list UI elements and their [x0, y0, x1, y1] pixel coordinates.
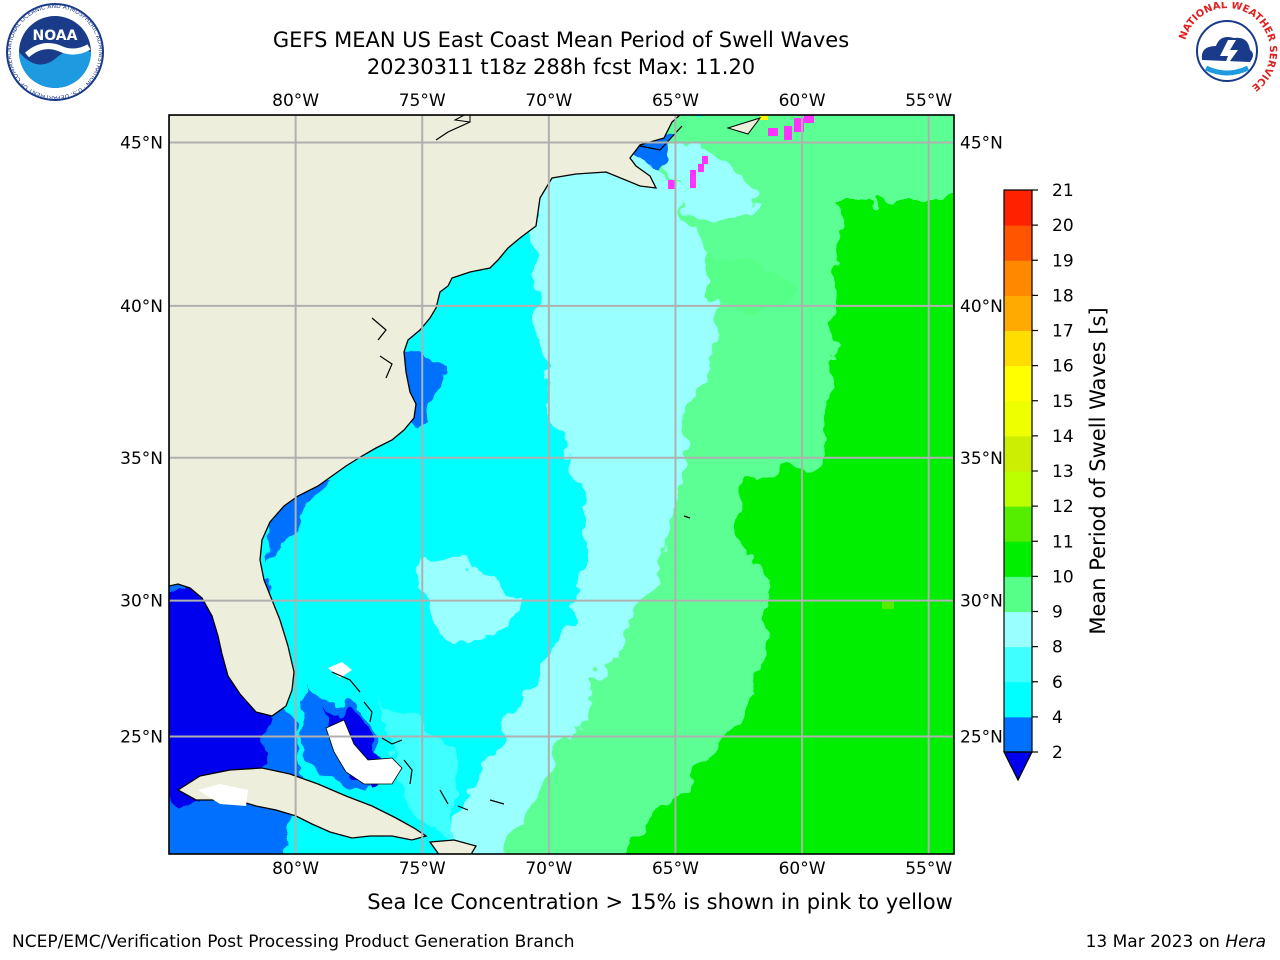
lat-tick-label-left: 25°N	[120, 727, 163, 747]
credit-branch: NCEP/EMC/Verification Post Processing Pr…	[12, 932, 575, 952]
colorbar-segment	[1004, 576, 1032, 612]
land-masses	[169, 115, 762, 854]
colorbar-tick-label: 19	[1052, 251, 1074, 271]
lat-tick-label-right: 45°N	[960, 133, 1003, 153]
lat-tick-label-left: 40°N	[120, 297, 163, 317]
lat-tick-label-right: 25°N	[960, 727, 1003, 747]
sea-ice-note: Sea Ice Concentration > 15% is shown in …	[367, 890, 953, 914]
credit-date: 13 Mar 2023 on Hera	[1086, 932, 1266, 952]
colorbar-tick-label: 10	[1052, 567, 1074, 587]
lon-tick-label-bottom: 70°W	[525, 859, 572, 879]
colorbar-segment	[1004, 190, 1032, 226]
colorbar-label: Mean Period of Swell Waves [s]	[1086, 307, 1110, 634]
colorbar-tick-label: 13	[1052, 462, 1074, 482]
colorbar-tick-label: 15	[1052, 392, 1074, 412]
noaa-logo: NATIONAL OCEANIC AND ATMOSPHERIC ADMINIS…	[3, 3, 104, 101]
lon-tick-label-bottom: 60°W	[779, 859, 826, 879]
colorbar-under-arrow	[1003, 751, 1033, 782]
colorbar-segment	[1004, 435, 1032, 472]
grid-lines	[169, 115, 954, 854]
colorbar-segment	[1004, 716, 1032, 753]
map-subtitle: 20230311 t18z 288h fcst Max: 11.20	[366, 55, 756, 79]
lon-tick-label-bottom: 65°W	[652, 859, 699, 879]
map-title: GEFS MEAN US East Coast Mean Period of S…	[272, 28, 850, 52]
colorbar-segment	[1004, 295, 1032, 331]
colorbar-tick-label: 18	[1052, 286, 1074, 306]
colorbar-tick-label: 14	[1052, 427, 1074, 447]
lon-tick-label-bottom: 75°W	[399, 859, 446, 879]
colorbar-segment	[1004, 225, 1032, 261]
colorbar-tick-label: 17	[1052, 322, 1074, 342]
colorbar-segment	[1004, 506, 1032, 542]
credit-date-text: 13 Mar 2023 on	[1085, 932, 1226, 952]
colorbar-tick-label: 16	[1052, 357, 1074, 377]
lon-tick-label-top: 75°W	[399, 91, 446, 111]
colorbar-tick-label: 21	[1052, 181, 1074, 201]
colorbar-tick-label: 8	[1052, 638, 1063, 658]
axis-tick-labels: 80°W 80°W 75°W 75°W 70°W 70°W 65°W 65°W 60°W 60°W…	[120, 91, 1003, 879]
colorbar-tick-label: 12	[1052, 497, 1074, 517]
colorbar-segment	[1004, 646, 1032, 683]
map-area	[169, 115, 954, 854]
colorbar: 2 4 6 8 9 10 11 12 13 14 15 16 17 18 19 20 21	[1003, 181, 1074, 782]
lon-tick-label-top: 60°W	[779, 91, 826, 111]
lon-tick-label-top: 80°W	[272, 91, 319, 111]
colorbar-segment	[1004, 541, 1032, 577]
colorbar-segment	[1004, 260, 1032, 296]
colorbar-tick-label: 2	[1052, 743, 1063, 763]
colorbar-tick-label: 11	[1052, 532, 1074, 552]
colorbar-segment	[1004, 681, 1032, 718]
nws-logo: NATIONAL WEATHER SERVICE	[1178, 2, 1278, 98]
lat-tick-label-right: 40°N	[960, 297, 1003, 317]
lat-tick-label-left: 35°N	[120, 449, 163, 469]
colorbar-tick-label: 4	[1052, 708, 1063, 728]
lat-tick-label-left: 45°N	[120, 133, 163, 153]
colorbar-tick-label: 20	[1052, 216, 1074, 236]
lon-tick-label-bottom: 80°W	[272, 859, 319, 879]
colorbar-tick-label: 6	[1052, 673, 1063, 693]
map-frame	[168, 114, 955, 855]
lat-tick-label-left: 30°N	[120, 592, 163, 612]
colorbar-segment	[1004, 611, 1032, 648]
sea-ice-pixels	[668, 115, 894, 609]
noaa-logo-text: NOAA	[33, 28, 78, 44]
credit-host: Hera	[1225, 932, 1266, 952]
lat-tick-label-right: 30°N	[960, 592, 1003, 612]
lon-tick-label-bottom: 55°W	[905, 859, 952, 879]
colorbar-segment	[1004, 471, 1032, 507]
colorbar-segment	[1004, 365, 1032, 402]
lon-tick-label-top: 70°W	[525, 91, 572, 111]
lon-tick-label-top: 65°W	[652, 91, 699, 111]
colorbar-segment	[1004, 330, 1032, 367]
colorbar-tick-label: 9	[1052, 603, 1063, 623]
lon-tick-label-top: 55°W	[905, 91, 952, 111]
colorbar-segment	[1004, 400, 1032, 437]
lat-tick-label-right: 35°N	[960, 449, 1003, 469]
